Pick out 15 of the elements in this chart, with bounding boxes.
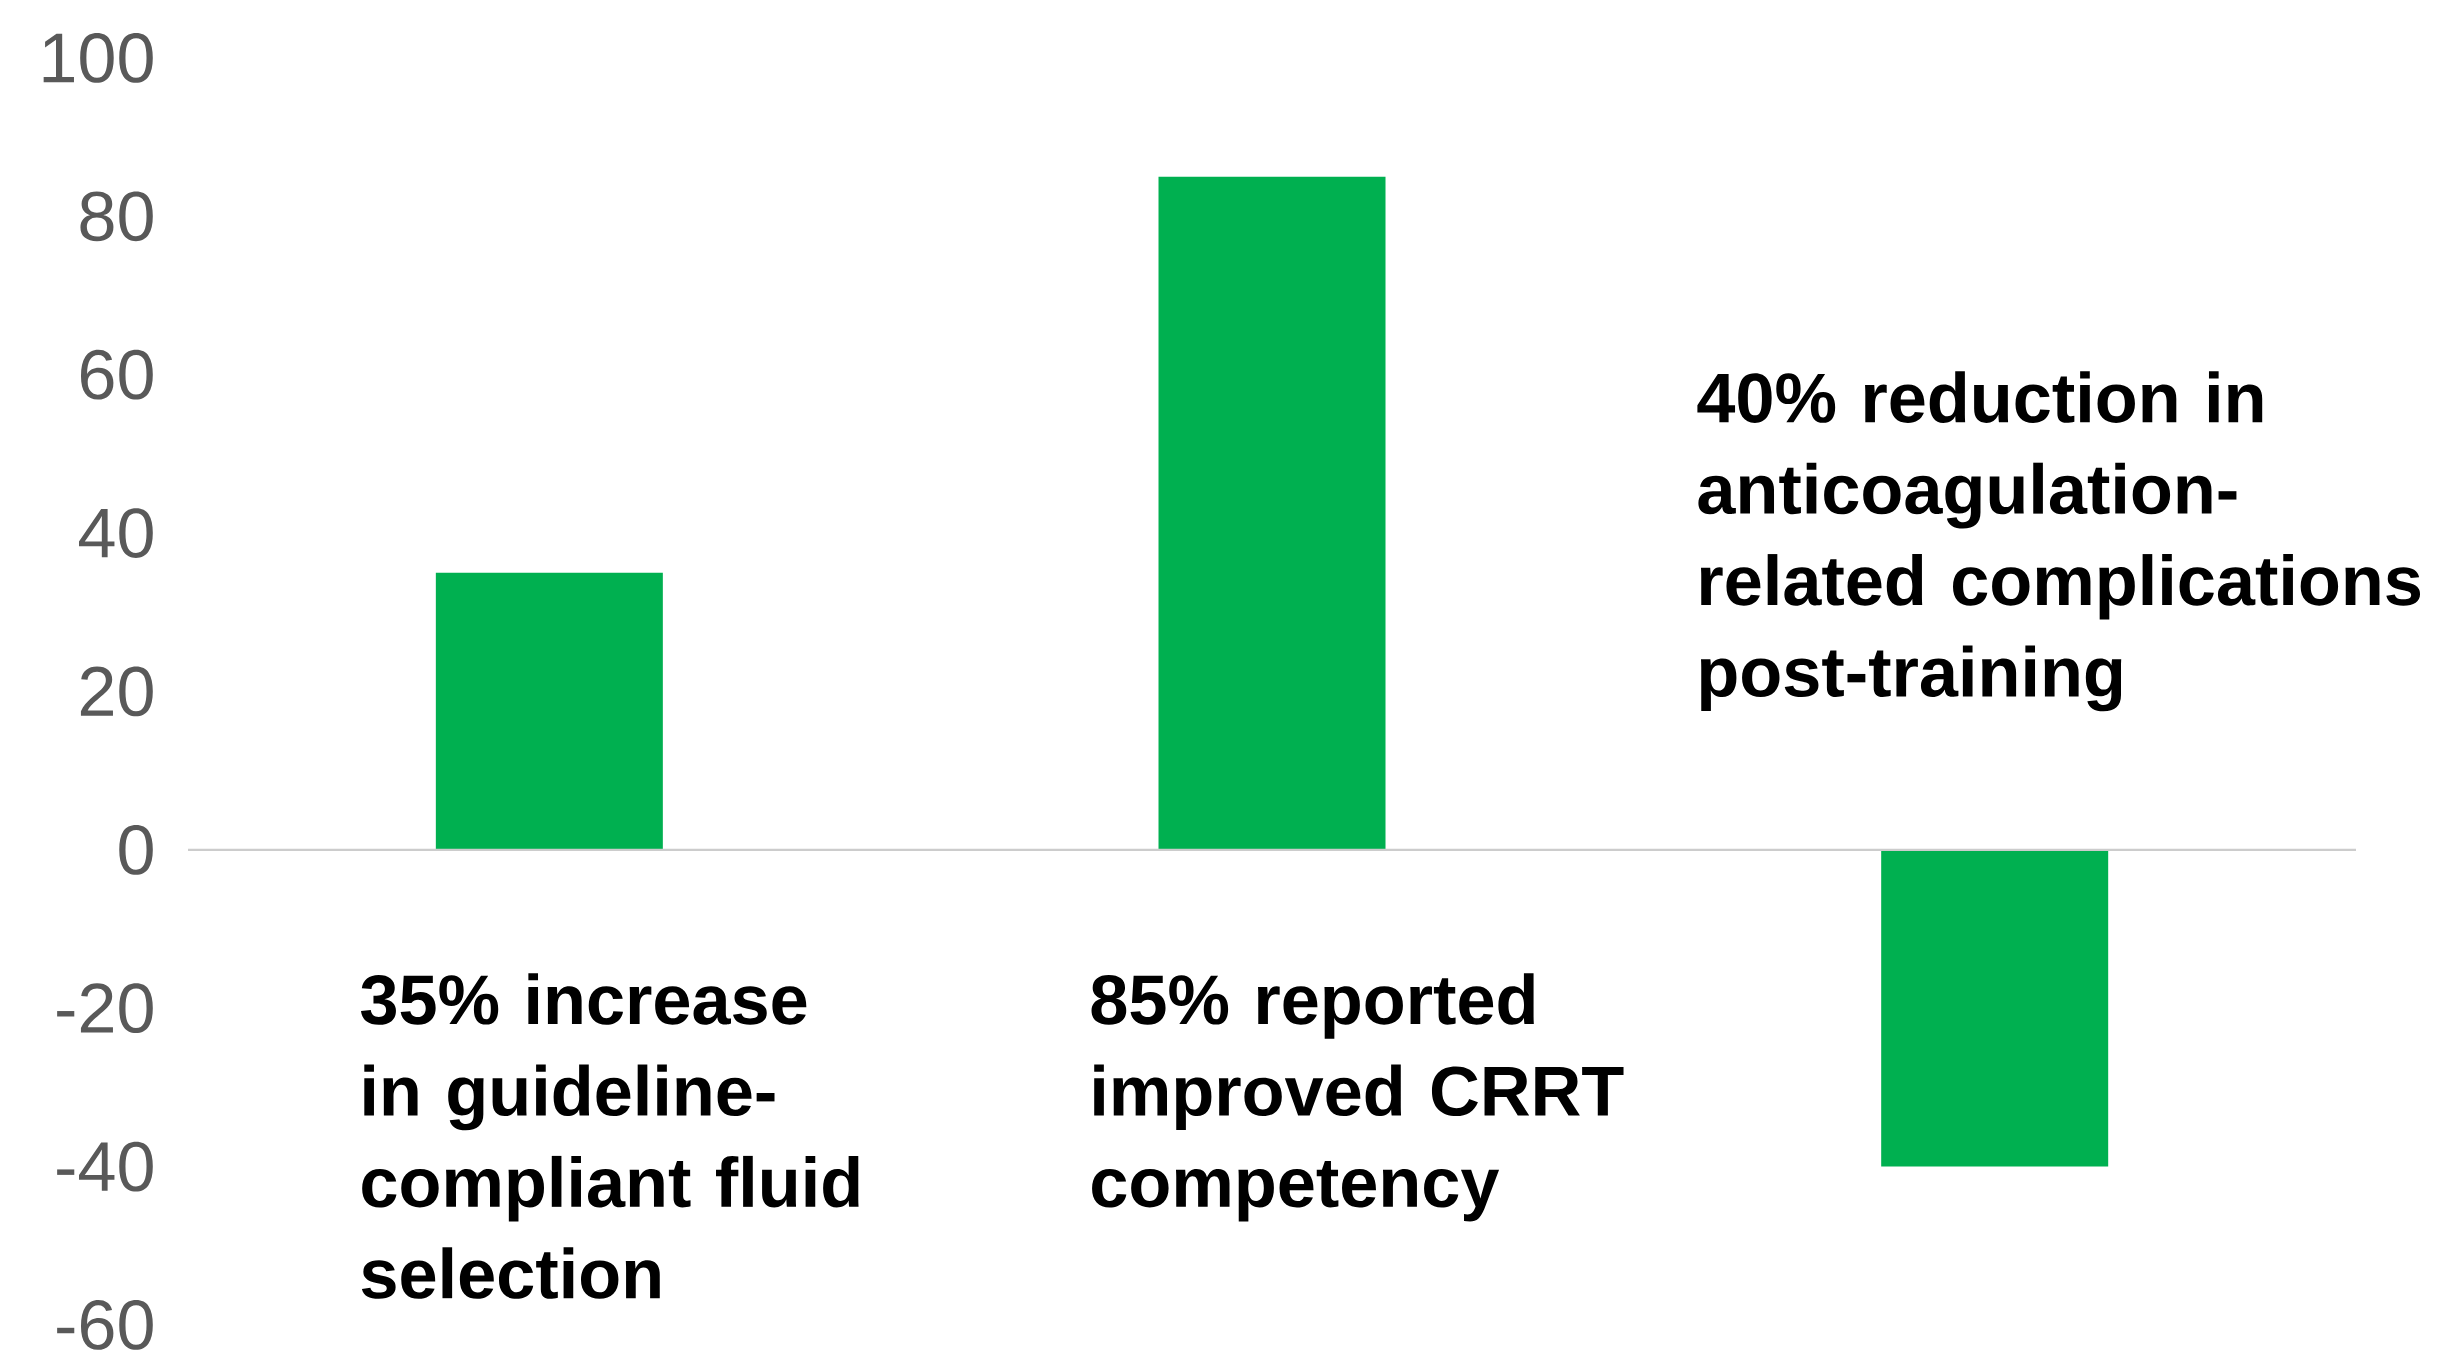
- bar: [1881, 849, 2109, 1167]
- annotation: 85% reported improved CRRT competency: [1091, 973, 1624, 1222]
- annotation: 40% reduction in anticoagulation-related complications post-training: [1697, 371, 2421, 712]
- y-tick-label: 60: [80, 349, 153, 400]
- bar: [435, 572, 663, 850]
- y-tick-label: -40: [57, 1141, 153, 1192]
- y-tick-label: 100: [43, 33, 153, 83]
- annotation: 35% increase in guideline-compliant fluid selection: [361, 973, 859, 1299]
- y-tick-label: 80: [80, 191, 153, 242]
- y-tick-label: 0: [119, 825, 153, 875]
- y-tick-label: 40: [79, 508, 153, 558]
- y-tick-label: -60: [57, 1300, 153, 1350]
- bar: [1158, 176, 1386, 850]
- y-tick-label: 20: [80, 666, 153, 717]
- y-tick-label: -20: [57, 983, 153, 1034]
